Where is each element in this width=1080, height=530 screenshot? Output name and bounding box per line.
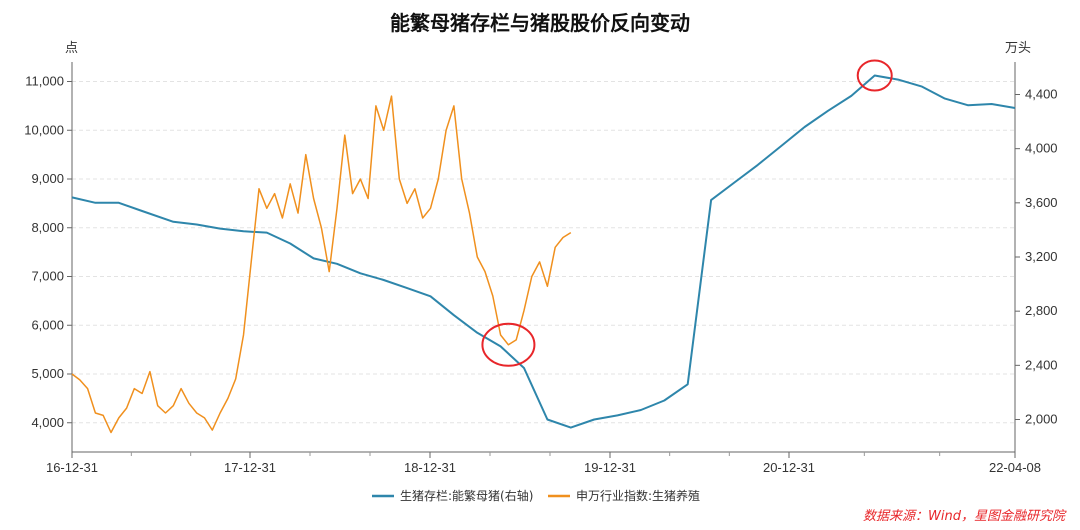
x-tick-label: 19-12-31 xyxy=(584,460,636,475)
right-tick-label: 4,400 xyxy=(1025,87,1058,102)
series-line-2 xyxy=(71,95,572,434)
left-tick-label: 9,000 xyxy=(31,171,64,186)
left-tick-label: 10,000 xyxy=(24,122,64,137)
right-tick-label: 2,000 xyxy=(1025,412,1058,427)
left-tick-label: 8,000 xyxy=(31,220,64,235)
left-tick-label: 11,000 xyxy=(25,74,64,89)
x-axis-ticks: 16-12-31 17-12-31 18-12-31 19-12-31 20-12-31… xyxy=(46,460,1041,475)
x-tick-label: 18-12-31 xyxy=(404,460,456,475)
gridlines xyxy=(72,81,1015,424)
axes xyxy=(67,62,1020,458)
left-tick-label: 6,000 xyxy=(31,317,64,332)
right-tick-label: 3,200 xyxy=(1025,249,1058,264)
left-tick-label: 5,000 xyxy=(31,366,64,381)
legend-label-2: 申万行业指数:生猪养殖 xyxy=(576,488,700,503)
x-tick-label: 16-12-31 xyxy=(46,460,98,475)
left-axis-ticks: 4,000 5,000 6,000 7,000 8,000 9,000 10,000 11,0… xyxy=(24,74,64,430)
right-tick-label: 2,400 xyxy=(1025,357,1058,372)
trough-circle xyxy=(481,322,536,367)
x-tick-label: 22-04-08 xyxy=(989,460,1041,475)
left-tick-label: 4,000 xyxy=(31,415,64,430)
peak-circle xyxy=(856,59,893,92)
x-tick-label: 20-12-31 xyxy=(763,460,815,475)
chart-title: 能繁母猪存栏与猪股股价反向变动 xyxy=(390,11,690,35)
legend-label-1: 生猪存栏:能繁母猪(右轴) xyxy=(400,488,533,503)
right-tick-label: 3,600 xyxy=(1025,195,1058,210)
right-tick-label: 4,000 xyxy=(1025,141,1058,156)
left-axis-unit: 点 xyxy=(65,41,78,56)
right-axis-ticks: 2,000 2,400 2,800 3,200 3,600 4,000 4,400 xyxy=(1025,87,1058,427)
legend: 生猪存栏:能繁母猪(右轴) 申万行业指数:生猪养殖 xyxy=(372,488,700,503)
annotations xyxy=(481,59,893,367)
series-lines xyxy=(71,74,1016,434)
left-tick-label: 7,000 xyxy=(31,269,64,284)
right-tick-label: 2,800 xyxy=(1025,303,1058,318)
right-axis-unit: 万头 xyxy=(1005,41,1031,56)
data-source: 数据来源：Wind，星图金融研究院 xyxy=(863,508,1067,524)
x-tick-label: 17-12-31 xyxy=(224,460,276,475)
series-line-1 xyxy=(71,74,1016,429)
